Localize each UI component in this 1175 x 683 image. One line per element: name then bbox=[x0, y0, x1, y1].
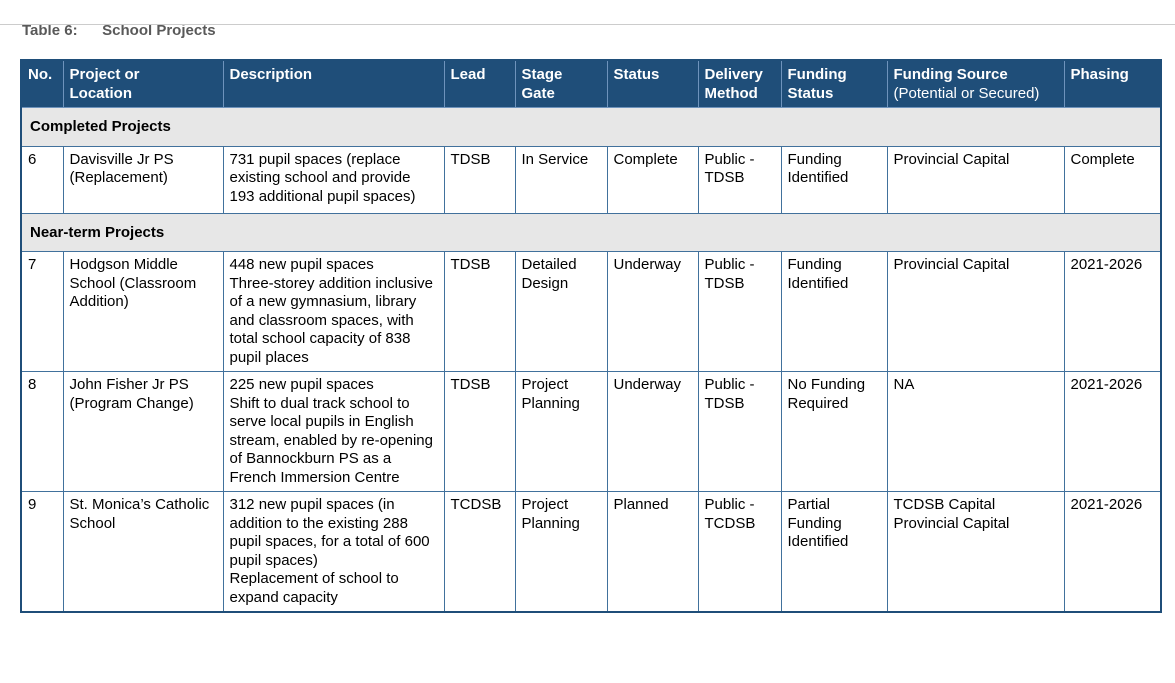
col-header-phasing: Phasing bbox=[1063, 59, 1162, 108]
col-header-no: No. bbox=[20, 59, 64, 108]
cell-phasing: 2021-2026 bbox=[1063, 251, 1162, 372]
section-row-completed-projects: Completed Projects bbox=[20, 107, 1162, 147]
table-number-label: Table 6: bbox=[22, 22, 78, 39]
cell-no: 6 bbox=[20, 145, 64, 214]
cell-no: 9 bbox=[20, 491, 64, 613]
cell-project: Davisville Jr PS (Replacement) bbox=[62, 145, 224, 214]
section-title-completed-projects: Completed Projects bbox=[20, 107, 1162, 147]
funding-source-label: Funding Source bbox=[893, 66, 1008, 83]
table-title-text: School Projects bbox=[102, 22, 216, 39]
col-header-funding-status: Funding Status bbox=[780, 59, 888, 108]
cell-funding-source: Provincial Capital bbox=[886, 251, 1065, 372]
col-header-funding-source: Funding Source (Potential or Secured) bbox=[886, 59, 1065, 108]
cell-project: St. Monica’s Catholic School bbox=[62, 491, 224, 613]
col-header-stage-gate: Stage Gate bbox=[514, 59, 608, 108]
cell-funding-status: Funding Identified bbox=[780, 145, 888, 214]
cell-stage-gate: Detailed Design bbox=[514, 251, 608, 372]
cell-stage-gate: Project Planning bbox=[514, 371, 608, 492]
cell-delivery-method: Public - TDSB bbox=[697, 251, 782, 372]
table-title: Table 6: School Projects bbox=[22, 22, 1175, 39]
table-row-project-9: 9 St. Monica’s Catholic School 312 new p… bbox=[20, 491, 1162, 613]
cell-stage-gate: Project Planning bbox=[514, 491, 608, 613]
cell-phasing: 2021-2026 bbox=[1063, 371, 1162, 492]
cell-no: 8 bbox=[20, 371, 64, 492]
cell-description: 225 new pupil spaces Shift to dual track… bbox=[222, 371, 445, 492]
cell-delivery-method: Public - TDSB bbox=[697, 145, 782, 214]
page-top-rule bbox=[0, 24, 1175, 25]
col-header-status: Status bbox=[606, 59, 699, 108]
col-header-description: Description bbox=[222, 59, 445, 108]
cell-funding-source: TCDSB Capital Provincial Capital bbox=[886, 491, 1065, 613]
cell-project: Hodgson Middle School (Classroom Additio… bbox=[62, 251, 224, 372]
cell-delivery-method: Public - TDSB bbox=[697, 371, 782, 492]
cell-delivery-method: Public - TCDSB bbox=[697, 491, 782, 613]
cell-funding-source: NA bbox=[886, 371, 1065, 492]
cell-description: 448 new pupil spaces Three-storey additi… bbox=[222, 251, 445, 372]
cell-status: Underway bbox=[606, 371, 699, 492]
table-row-project-7: 7 Hodgson Middle School (Classroom Addit… bbox=[20, 251, 1162, 372]
cell-lead: TDSB bbox=[443, 145, 516, 214]
cell-funding-status: No Funding Required bbox=[780, 371, 888, 492]
section-row-near-term-projects: Near-term Projects bbox=[20, 212, 1162, 252]
cell-description: 731 pupil spaces (replace existing schoo… bbox=[222, 145, 445, 214]
funding-source-sublabel: (Potential or Secured) bbox=[893, 85, 1040, 102]
col-header-delivery-method: Delivery Method bbox=[697, 59, 782, 108]
cell-phasing: 2021-2026 bbox=[1063, 491, 1162, 613]
cell-status: Complete bbox=[606, 145, 699, 214]
cell-lead: TCDSB bbox=[443, 491, 516, 613]
cell-status: Underway bbox=[606, 251, 699, 372]
cell-description: 312 new pupil spaces (in addition to the… bbox=[222, 491, 445, 613]
table-row-project-8: 8 John Fisher Jr PS (Program Change) 225… bbox=[20, 371, 1162, 492]
cell-stage-gate: In Service bbox=[514, 145, 608, 214]
school-projects-table: No. Project or Location Description Lead… bbox=[20, 59, 1162, 613]
cell-phasing: Complete bbox=[1063, 145, 1162, 214]
cell-funding-status: Funding Identified bbox=[780, 251, 888, 372]
col-header-project-or-location: Project or Location bbox=[62, 59, 224, 108]
cell-project: John Fisher Jr PS (Program Change) bbox=[62, 371, 224, 492]
col-header-lead: Lead bbox=[443, 59, 516, 108]
cell-lead: TDSB bbox=[443, 251, 516, 372]
cell-funding-status: Partial Funding Identified bbox=[780, 491, 888, 613]
table-row-project-6: 6 Davisville Jr PS (Replacement) 731 pup… bbox=[20, 145, 1162, 214]
table-header-row: No. Project or Location Description Lead… bbox=[20, 59, 1162, 108]
section-title-near-term-projects: Near-term Projects bbox=[20, 212, 1162, 252]
cell-no: 7 bbox=[20, 251, 64, 372]
cell-status: Planned bbox=[606, 491, 699, 613]
cell-lead: TDSB bbox=[443, 371, 516, 492]
cell-funding-source: Provincial Capital bbox=[886, 145, 1065, 214]
